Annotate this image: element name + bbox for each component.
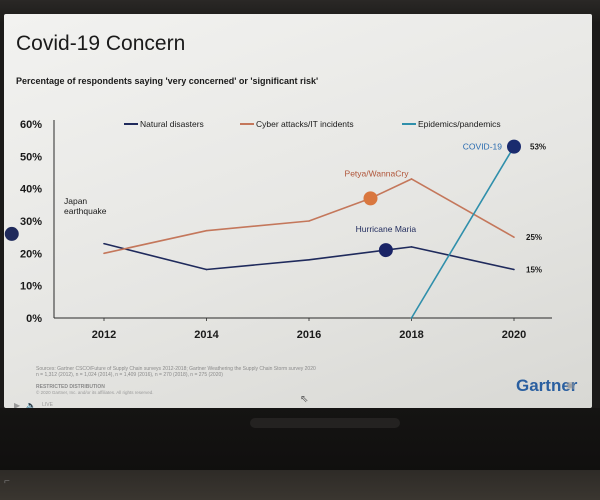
bezel-brand-glare	[250, 418, 400, 428]
annotation-label-1: earthquake	[64, 206, 107, 216]
x-tick-label: 2018	[399, 329, 423, 341]
annotation-label-3: Hurricane Maria	[356, 224, 417, 234]
sources-note: Sources: Gartner CSCO/Future of Supply C…	[36, 366, 416, 378]
annotation-dot-4	[507, 139, 521, 154]
series-1-point	[410, 246, 413, 248]
annotation-label-1: Japan	[64, 196, 87, 206]
y-tick-label: 60%	[20, 119, 42, 131]
live-badge: LIVE	[42, 402, 53, 408]
restricted-note: RESTRICTED DISTRIBUTION	[36, 384, 105, 390]
series-2-point	[410, 178, 413, 180]
volume-icon[interactable]: 🔈	[26, 400, 37, 410]
cursor-icon: ⇖	[300, 394, 309, 405]
slide-subtitle: Percentage of respondents saying 'very c…	[16, 76, 319, 86]
screen-share-icon[interactable]: ▣	[566, 380, 575, 390]
sample-size-text: n = 1,312 (2012), n = 1,024 (2014), n = …	[36, 372, 223, 378]
annotation-dot-2	[363, 191, 378, 206]
series-end-label-3: 53%	[530, 143, 546, 152]
gartner-logo: Gartner	[516, 376, 578, 395]
play-icon[interactable]: ▶	[14, 400, 21, 410]
y-tick-label: 40%	[20, 184, 42, 196]
series-1-point	[513, 268, 515, 271]
y-tick-label: 10%	[20, 281, 42, 293]
annotation-dot-1	[4, 226, 19, 241]
series-1-point	[308, 259, 310, 261]
x-tick-label: 2016	[297, 329, 321, 341]
x-tick-label: 2020	[502, 329, 526, 341]
legend-label-2: Cyber attacks/IT incidents	[256, 119, 354, 129]
series-2-point	[205, 229, 208, 232]
copyright-note: © 2020 Gartner, Inc. and/or its affiliat…	[36, 390, 154, 395]
sources-text: Sources: Gartner CSCO/Future of Supply C…	[36, 366, 316, 372]
line-chart: 0% 10% 20% 30% 40% 50% 60% 2012 2014 2016 2018 2020…	[4, 119, 552, 341]
series-1-point	[205, 268, 208, 271]
y-tick-label: 20%	[20, 248, 42, 260]
corner-icon: ⌐	[4, 476, 10, 487]
x-tick-label: 2014	[194, 329, 219, 341]
series-2-point	[308, 220, 310, 222]
series-1-point	[103, 242, 105, 245]
slide-title: Covid-19 Concern	[16, 32, 186, 55]
series-line-1	[103, 242, 515, 271]
annotation-label-2: Petya/WannaCry	[345, 168, 410, 178]
presentation-slide: Covid-19 Concern Percentage of responden…	[4, 14, 592, 411]
x-tick-label: 2012	[92, 329, 116, 341]
legend-label-3: Epidemics/pandemics	[418, 119, 501, 129]
series-end-label-2: 25%	[526, 233, 542, 242]
y-tick-label: 0%	[26, 313, 42, 325]
series-line-3	[410, 146, 515, 319]
annotation-label-4: COVID-19	[463, 142, 502, 152]
series-line-2	[103, 178, 515, 255]
video-player-bar[interactable]: ▶ 🔈 LIVE	[14, 399, 53, 411]
series-3-point	[410, 317, 413, 319]
series-2-point	[103, 252, 105, 255]
y-tick-label: 50%	[20, 151, 42, 163]
legend-label-1: Natural disasters	[140, 119, 204, 129]
series-2-point	[513, 236, 515, 238]
desk-surface	[0, 470, 600, 500]
annotation-dot-3	[378, 243, 393, 258]
y-tick-label: 30%	[20, 216, 42, 228]
series-end-label-1: 15%	[526, 266, 542, 275]
